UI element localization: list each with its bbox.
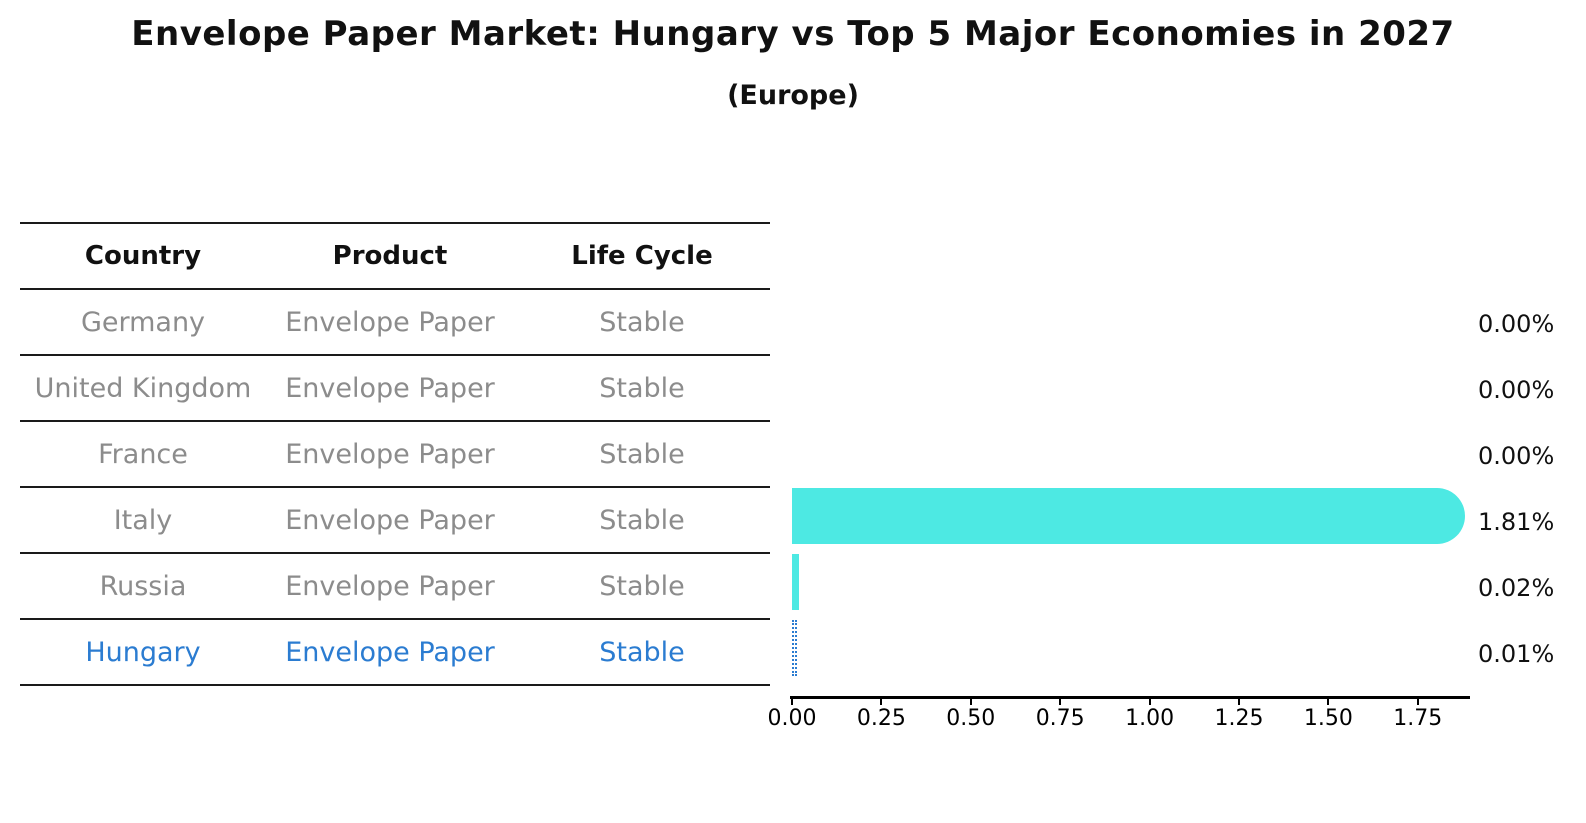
table-row: France Envelope Paper Stable <box>20 422 770 488</box>
table-header-row: Country Product Life Cycle <box>20 224 770 290</box>
product-cell: Envelope Paper <box>285 438 495 470</box>
lifecycle-cell: Stable <box>599 306 685 338</box>
value-label: 1.81% <box>1478 508 1555 536</box>
page-title: Envelope Paper Market: Hungary vs Top 5 … <box>131 14 1455 54</box>
x-axis-tick-label: 1.25 <box>1214 706 1264 731</box>
country-cell: Hungary <box>85 636 201 668</box>
x-axis-tick-label: 0.25 <box>856 706 906 731</box>
x-axis-tick <box>880 696 883 705</box>
x-axis-tick <box>1416 696 1419 705</box>
x-axis-tick <box>1059 696 1062 705</box>
x-axis-tick-label: 0.00 <box>767 706 817 731</box>
bar-italy <box>792 488 1465 544</box>
value-label: 0.00% <box>1478 442 1555 470</box>
data-table: Country Product Life Cycle Germany Envel… <box>20 222 770 686</box>
x-axis-tick-label: 1.50 <box>1303 706 1353 731</box>
bar-russia <box>792 554 799 610</box>
lifecycle-cell: Stable <box>599 570 685 602</box>
value-label: 0.00% <box>1478 310 1555 338</box>
country-cell: Germany <box>80 306 206 338</box>
x-axis-tick <box>1148 696 1151 705</box>
value-label: 0.01% <box>1478 640 1555 668</box>
product-cell: Envelope Paper <box>285 636 495 668</box>
lifecycle-cell: Stable <box>599 372 685 404</box>
lifecycle-cell: Stable <box>599 504 685 536</box>
lifecycle-cell: Stable <box>599 438 685 470</box>
header-cell-product: Product <box>332 241 448 271</box>
x-axis-tick <box>969 696 972 705</box>
product-cell: Envelope Paper <box>285 372 495 404</box>
x-axis-tick <box>791 696 793 705</box>
bar-hungary <box>792 620 797 676</box>
value-label: 0.02% <box>1478 574 1555 602</box>
product-cell: Envelope Paper <box>285 570 495 602</box>
x-axis-tick-label: 1.75 <box>1393 706 1443 731</box>
x-axis-tick-label: 0.50 <box>946 706 996 731</box>
x-axis-tick <box>1238 696 1240 705</box>
table-row: United Kingdom Envelope Paper Stable <box>20 356 770 422</box>
country-cell: Italy <box>113 504 173 536</box>
bar-chart: 0.00 0.25 0.50 0.75 1.00 1.25 1.50 1.75 <box>768 222 1470 731</box>
x-axis-tick-label: 1.00 <box>1125 706 1175 731</box>
table-row: Italy Envelope Paper Stable <box>20 488 770 554</box>
x-axis-tick <box>1327 696 1330 705</box>
header-cell-country: Country <box>84 241 202 271</box>
header-cell-life-cycle: Life Cycle <box>571 241 713 271</box>
country-cell: France <box>98 438 188 470</box>
value-label: 0.00% <box>1478 376 1555 404</box>
table-row: Russia Envelope Paper Stable <box>20 554 770 620</box>
product-cell: Envelope Paper <box>285 504 495 536</box>
x-axis-tick-label: 0.75 <box>1035 706 1085 731</box>
table-row: Germany Envelope Paper Stable <box>20 290 770 356</box>
product-cell: Envelope Paper <box>285 306 495 338</box>
country-cell: Russia <box>99 570 187 602</box>
lifecycle-cell: Stable <box>599 636 685 668</box>
country-cell: United Kingdom <box>34 372 252 404</box>
table-row: Hungary Envelope Paper Stable <box>20 620 770 686</box>
page-subtitle: (Europe) <box>727 80 859 111</box>
